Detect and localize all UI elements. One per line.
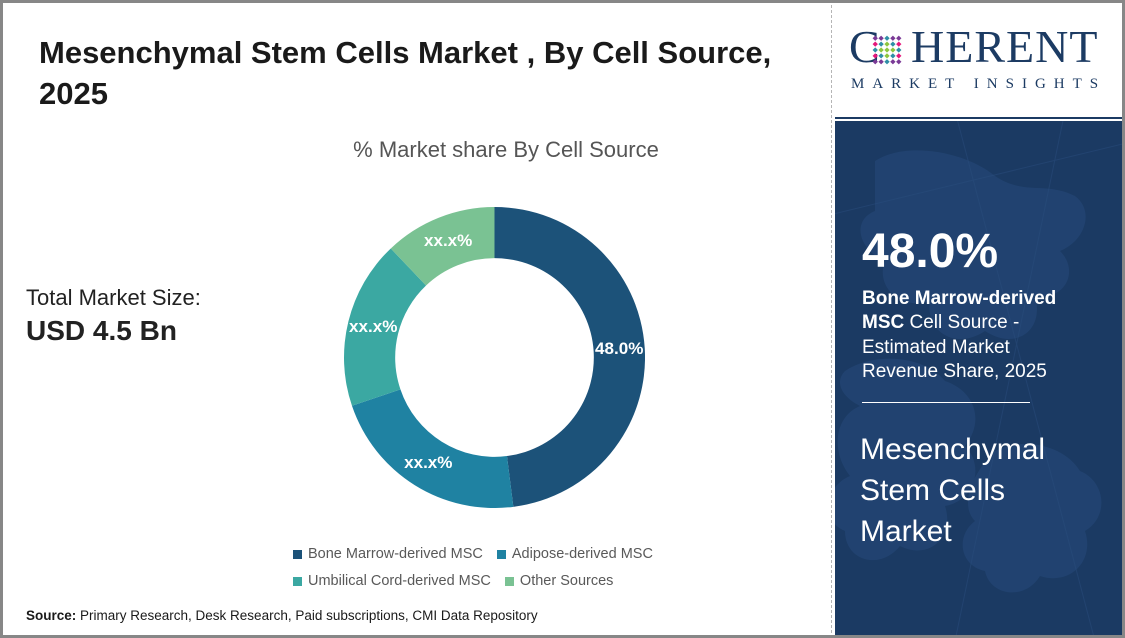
svg-text:48.0%: 48.0%	[595, 339, 643, 358]
svg-text:xx.x%: xx.x%	[404, 453, 452, 472]
svg-text:xx.x%: xx.x%	[424, 231, 472, 250]
svg-text:xx.x%: xx.x%	[349, 317, 397, 336]
